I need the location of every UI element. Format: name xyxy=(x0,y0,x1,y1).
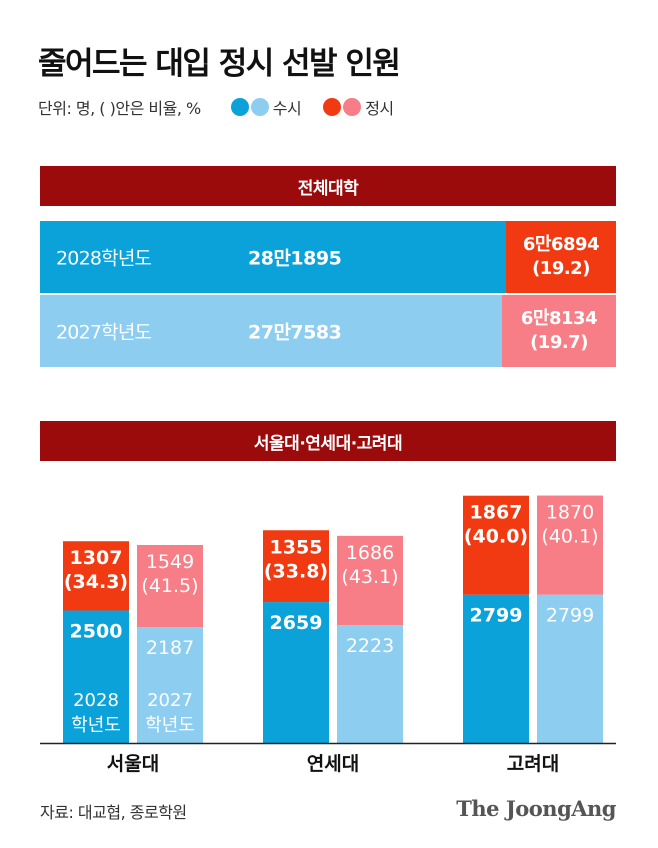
bar-susi-2027-1 xyxy=(337,625,403,743)
label-jeongsi-2027-1: 1686 xyxy=(346,542,394,564)
unit-note: 단위: 명, ( )안은 비율, % xyxy=(38,99,201,118)
label-jeongsi-pct-2028-2: (40.0) xyxy=(464,526,528,548)
label-jeongsi-2027-0: 1549 xyxy=(146,551,194,573)
category-label-0: 서울대 xyxy=(107,753,159,775)
legend-jeongsi-2027-dot xyxy=(343,98,362,116)
bar-jeongsi-2028-0 xyxy=(63,541,129,611)
hbar-2027-susi-value: 27만7583 xyxy=(248,321,342,344)
hbar-2027-jeongsi-pct: (19.7) xyxy=(530,332,588,353)
label-jeongsi-2028-1: 1355 xyxy=(270,536,323,558)
label-susi-2027-1: 2223 xyxy=(346,635,394,657)
bar-susi-2028-1 xyxy=(263,602,329,743)
label-jeongsi-pct-2028-0: (34.3) xyxy=(64,571,128,593)
label-jeongsi-2028-0: 1307 xyxy=(70,547,123,569)
bar-susi-2028-2 xyxy=(463,594,529,743)
bar-susi-2027-2 xyxy=(537,594,603,743)
hbar-2028-jeongsi-value: 6만6894 xyxy=(522,234,600,255)
year-label-2028-line1: 2028 xyxy=(73,690,119,711)
section-header-sky: 서울대·연세대·고려대 xyxy=(40,421,616,461)
label-susi-2028-1: 2659 xyxy=(270,612,323,634)
legend-jeongsi: 정시 xyxy=(323,95,394,119)
hbar-2027-jeongsi: 6만8134 (19.7) xyxy=(502,295,616,367)
bar-jeongsi-2028-2 xyxy=(463,495,529,595)
page-title: 줄어드는 대입 정시 선발 인원 xyxy=(38,46,401,82)
category-label-1: 연세대 xyxy=(307,753,359,775)
year-label-2027-line1: 2027 xyxy=(147,690,193,711)
year-label-2027-line2: 학년도 xyxy=(145,715,195,736)
unit-legend-row: 단위: 명, ( )안은 비율, % 수시 정시 xyxy=(38,95,394,119)
year-label-2028-line2: 학년도 xyxy=(71,715,121,736)
hbar-2028: 2028학년도 28만1895 6만6894 (19.2) xyxy=(40,221,616,293)
hbar-2028-jeongsi-pct: (19.2) xyxy=(532,258,590,279)
label-susi-2028-0: 2500 xyxy=(70,621,123,643)
legend-susi-label: 수시 xyxy=(272,99,302,118)
hbar-2027-jeongsi-value: 6만8134 xyxy=(520,308,598,329)
legend-susi: 수시 xyxy=(230,95,302,119)
sky-chart: 2500 1307(34.3) 2028 학년도 2187 1549(41.5) 2027 학… xyxy=(40,495,616,775)
hbar-2027: 2027학년도 27만7583 6만8134 (19.7) xyxy=(40,295,616,367)
bar-susi-2027-0 xyxy=(137,627,203,743)
hbar-2027-susi: 2027학년도 27만7583 xyxy=(40,295,502,367)
label-susi-2027-0: 2187 xyxy=(146,637,194,659)
legend-susi-2027-dot xyxy=(250,98,269,116)
hbar-2028-susi: 2028학년도 28만1895 xyxy=(40,221,506,293)
label-jeongsi-2027-2: 1870 xyxy=(546,502,594,524)
joongang-logo: The JoongAng xyxy=(456,796,616,821)
bar-susi-2028-0 xyxy=(63,610,129,743)
hbar-2028-susi-value: 28만1895 xyxy=(248,247,342,270)
label-jeongsi-pct-2027-0: (41.5) xyxy=(141,575,198,597)
bar-jeongsi-2027-0 xyxy=(137,544,203,628)
bar-jeongsi-2028-1 xyxy=(263,530,329,603)
hbar-2028-jeongsi: 6만6894 (19.2) xyxy=(506,221,616,293)
category-label-2: 고려대 xyxy=(507,753,559,775)
label-jeongsi-2028-2: 1867 xyxy=(470,502,523,524)
section-header-all: 전체대학 xyxy=(40,166,616,206)
hbar-2028-year: 2028학년도 xyxy=(56,247,152,270)
bar-jeongsi-2027-2 xyxy=(537,495,603,595)
bar-jeongsi-2027-1 xyxy=(337,535,403,626)
label-jeongsi-pct-2027-1: (43.1) xyxy=(341,566,398,588)
legend-susi-2028-dot xyxy=(230,98,249,116)
label-susi-2027-2: 2799 xyxy=(546,605,594,627)
legend-jeongsi-label: 정시 xyxy=(365,99,394,118)
legend-jeongsi-2028-dot xyxy=(323,98,342,116)
source-note: 자료: 대교협, 종로학원 xyxy=(40,803,187,822)
label-jeongsi-pct-2027-2: (40.1) xyxy=(541,526,598,548)
label-jeongsi-pct-2028-1: (33.8) xyxy=(264,560,328,582)
hbar-2027-year: 2027학년도 xyxy=(56,321,152,344)
label-susi-2028-2: 2799 xyxy=(470,605,523,627)
